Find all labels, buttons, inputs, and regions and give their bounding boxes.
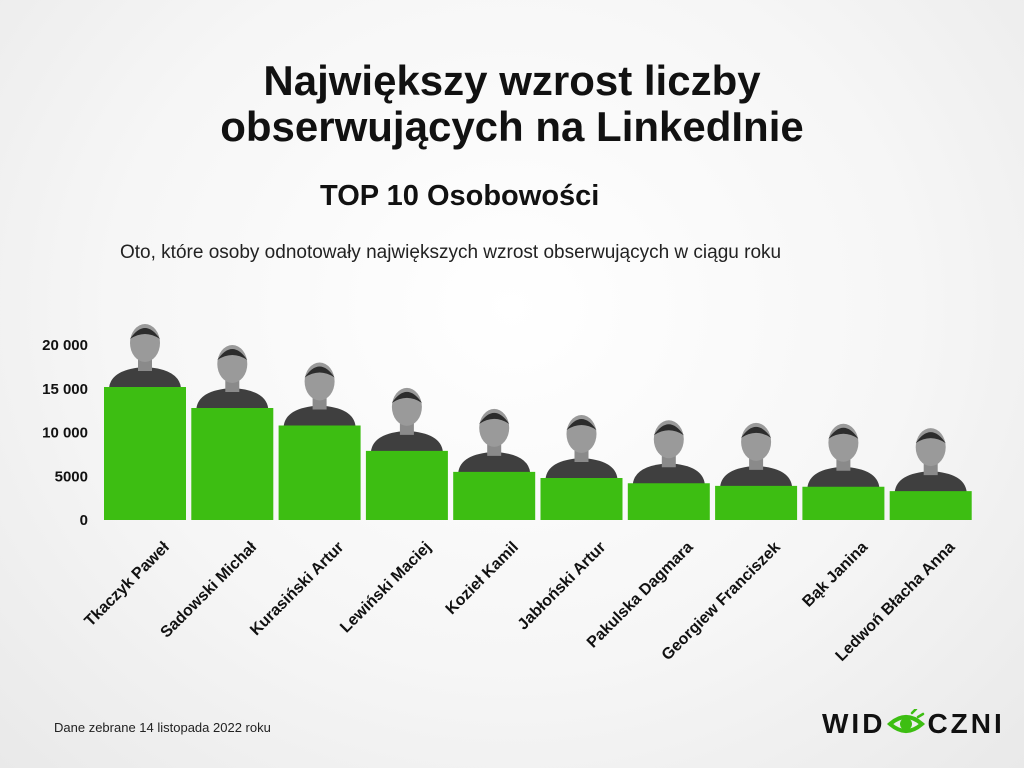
person-photo xyxy=(545,415,618,479)
eye-logo-icon xyxy=(887,709,926,733)
bar-group xyxy=(540,415,623,520)
bar-group xyxy=(627,420,710,520)
bar-group xyxy=(802,423,885,520)
person-photo xyxy=(370,387,443,452)
bar-group xyxy=(889,428,972,520)
x-tick-label: Tkaczyk Paweł xyxy=(82,538,174,630)
person-photo xyxy=(894,428,967,493)
bar xyxy=(715,485,798,520)
bar xyxy=(278,425,361,520)
x-tick-label: Kozieł Kamil xyxy=(443,539,522,618)
bar xyxy=(627,483,710,520)
logo-text-right: CZNI xyxy=(927,708,1005,739)
bar-group xyxy=(365,387,448,520)
title-line-2: obserwujących na LinkedInie xyxy=(220,103,804,150)
bar-group xyxy=(715,422,798,520)
chart-subtitle: TOP 10 Osobowości xyxy=(320,180,600,212)
x-tick-label: Kurasiński Artur xyxy=(247,539,347,639)
person-photo xyxy=(632,420,705,485)
y-tick-label: 5000 xyxy=(55,468,88,485)
bar-group xyxy=(191,345,274,520)
bar xyxy=(540,478,623,520)
bar xyxy=(191,408,274,520)
y-tick-label: 0 xyxy=(80,512,88,529)
person-photo xyxy=(283,362,356,427)
y-tick-label: 20 000 xyxy=(42,337,88,354)
x-tick-label: Lewiński Maciej xyxy=(337,539,435,637)
y-tick-label: 15 000 xyxy=(42,381,88,398)
x-tick-label: Bąk Janina xyxy=(799,539,871,611)
title-line-1: Największy wzrost liczby xyxy=(263,57,761,104)
bar-group xyxy=(104,324,186,520)
person-photo xyxy=(109,324,181,388)
footnote: Dane zebrane 14 listopada 2022 roku xyxy=(54,720,271,735)
person-photo xyxy=(720,422,793,487)
x-tick-label: Jabłoński Artur xyxy=(515,539,610,634)
widoczni-logo: WID CZNI xyxy=(822,706,1005,742)
chart-description: Oto, które osoby odnotowały największych… xyxy=(120,242,782,263)
chart-title: Największy wzrost liczby obserwujących n… xyxy=(0,58,1024,150)
bar xyxy=(453,471,536,520)
bar xyxy=(365,450,448,520)
person-photo xyxy=(807,423,880,488)
bar xyxy=(889,491,972,520)
person-photo xyxy=(458,408,531,473)
bar-group xyxy=(453,408,536,520)
y-tick-label: 10 000 xyxy=(42,425,88,442)
bar-group xyxy=(278,362,361,520)
x-tick-label: Sadowski Michał xyxy=(158,538,261,641)
bar xyxy=(104,387,186,520)
person-photo xyxy=(196,345,269,409)
bar xyxy=(802,486,885,520)
logo-text-left: WID xyxy=(822,708,886,739)
